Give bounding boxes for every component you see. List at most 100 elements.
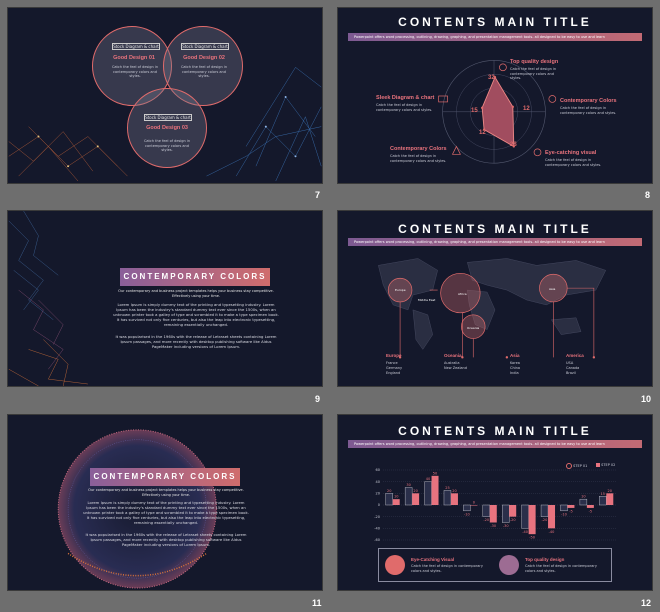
- slide-11-paragraph-2: It was popularised in the 1960s with the…: [85, 532, 247, 547]
- slide-7[interactable]: Stock Diagram & chart Good Design 01 Cat…: [7, 7, 323, 184]
- wave-network-background: [8, 211, 88, 386]
- region-oceania-item-1: Australia: [444, 361, 460, 365]
- region-europe-item-3: England: [386, 371, 401, 375]
- legend-step-02: STEP 02: [596, 463, 615, 468]
- slide-12-bar: Powerpoint offers word processing, outli…: [348, 440, 642, 448]
- y-tick-label: -60: [374, 538, 380, 542]
- flask-icon: [499, 555, 519, 575]
- region-america-item-1: USA: [566, 361, 574, 365]
- bar-label: -10: [464, 512, 470, 516]
- region-oceania-item-2: New Zealand: [444, 366, 467, 370]
- bar-2-6: [489, 505, 497, 523]
- bar-label: 25: [445, 486, 449, 490]
- slide-10[interactable]: CONTENTS MAIN TITLE Powerpoint offers wo…: [337, 210, 653, 387]
- bar-1-12: [599, 496, 607, 506]
- slide-12-title: CONTENTS MAIN TITLE: [398, 424, 592, 438]
- bar-1-1: [385, 493, 393, 506]
- radar-label-eye-catching-text: Catch the feel of design in contemporary…: [545, 158, 602, 167]
- y-tick-label: 40: [376, 480, 380, 484]
- region-oceania: Oceania: [444, 353, 462, 358]
- bar-label: 20: [452, 489, 456, 493]
- slide-9-paragraph-1: Lorem Ipsum is simply dummy text of the …: [113, 302, 279, 327]
- bar-1-5: [463, 504, 471, 512]
- circle-1-text: Catch the feel of design in contemporary…: [111, 65, 159, 78]
- slide-11-paragraph-1: Lorem Ipsum is simply dummy text of the …: [83, 500, 249, 525]
- radar-label-sleek-text: Catch the feel of design in contemporary…: [376, 103, 433, 112]
- bar-2-12: [606, 493, 614, 505]
- slide-8[interactable]: CONTENTS MAIN TITLE Powerpoint offers wo…: [337, 7, 653, 184]
- slide-number-10: 10: [641, 394, 652, 404]
- map-label-europe: Europe: [395, 288, 406, 292]
- bar-label: -5: [569, 509, 573, 513]
- circle-3-title: Good Design 03: [146, 125, 188, 131]
- bar-label: -20: [510, 518, 516, 522]
- slide-number-7: 7: [315, 190, 321, 200]
- region-europe: Europe: [386, 353, 402, 358]
- map-label-africa: Africa: [458, 292, 467, 296]
- bar-2-8: [528, 505, 536, 535]
- bar-1-8: [521, 504, 529, 529]
- slide-number-11: 11: [312, 598, 322, 608]
- bar-2-7: [509, 505, 517, 517]
- radar-label-contemporary-1: Contemporary Colors: [560, 98, 617, 104]
- region-america-item-2: Canada: [566, 366, 580, 370]
- card-eye-catching-title: Eye-Catching Visual: [411, 557, 455, 562]
- region-america: America: [566, 353, 584, 358]
- bar-label: -50: [529, 536, 535, 540]
- bar-label: -40: [549, 530, 555, 534]
- bar-label: 40: [426, 477, 430, 481]
- radar-value-4: 12: [479, 130, 486, 136]
- bar-label: 10: [394, 495, 398, 499]
- target-icon: [385, 555, 405, 575]
- circle-1-tag: Stock Diagram & chart: [112, 43, 160, 50]
- radar-label-contemporary-1-text: Catch the feel of design in contemporary…: [560, 106, 617, 115]
- slide-number-9: 9: [315, 394, 321, 404]
- bar-1-2: [404, 487, 413, 506]
- map-label-asia: Asia: [549, 287, 556, 291]
- circle-1-title: Good Design 01: [113, 55, 155, 61]
- bar-1-10: [560, 504, 568, 512]
- cards-container: [378, 548, 612, 582]
- bar-1-6: [482, 504, 490, 517]
- region-asia-item-3: India: [510, 371, 519, 375]
- circle-2-text: Catch the feel of design in contemporary…: [180, 65, 228, 78]
- bar-1-3: [424, 481, 432, 506]
- circle-3-tag: Stock Diagram & chart: [144, 114, 192, 121]
- slide-9-paragraph-2: It was popularised in the 1960s with the…: [115, 334, 277, 349]
- card-top-quality-title: Top quality design: [525, 557, 565, 562]
- radar-value-2: 12: [523, 106, 530, 112]
- bar-2-4: [450, 493, 458, 505]
- bar-label: -20: [483, 518, 489, 522]
- radar-label-contemporary-2: Contemporary Colors: [390, 146, 447, 152]
- bar-label: 20: [413, 489, 417, 493]
- slide-11[interactable]: CONTEMPORARY COLORS Our contemporary and…: [7, 414, 323, 591]
- circle-2-tag: Stock Diagram & chart: [181, 43, 229, 50]
- radar-label-top-quality: Top quality design: [510, 59, 559, 65]
- bar-2-5: [470, 505, 478, 506]
- bar-label: 20: [387, 489, 391, 493]
- bar-label: 15: [601, 492, 605, 496]
- slide-10-bar: Powerpoint offers word processing, outli…: [348, 238, 642, 246]
- slide-number-12: 12: [641, 598, 652, 608]
- slide-12[interactable]: CONTENTS MAIN TITLE Powerpoint offers wo…: [337, 414, 653, 591]
- y-tick-label: 60: [376, 468, 380, 472]
- bar-label: 10: [581, 495, 585, 499]
- map-label-oceania: Oceania: [467, 326, 480, 330]
- bar-label: -10: [561, 512, 567, 516]
- bar-1-9: [540, 504, 549, 517]
- radar-chart: [438, 60, 557, 164]
- slide-8-bar: Powerpoint offers word processing, outli…: [348, 33, 642, 41]
- radar-label-sleek: Sleek Diagram & chart: [376, 95, 435, 101]
- bar-label: 50: [433, 471, 437, 475]
- legend-step-02-label: STEP 02: [601, 463, 616, 467]
- bar-chart: 6040200-20-40-6020304025-10-20-30-40-20-…: [374, 468, 616, 542]
- bar-2-2: [412, 493, 420, 505]
- slide-11-title: CONTEMPORARY COLORS: [90, 468, 240, 486]
- bar-label: -40: [522, 530, 528, 534]
- bar-2-10: [567, 505, 575, 508]
- slide-10-title: CONTENTS MAIN TITLE: [398, 222, 592, 236]
- bar-2-1: [392, 499, 400, 505]
- legend-step-01-label: STEP 01: [573, 464, 588, 468]
- radar-value-3: 28: [510, 142, 517, 148]
- slide-9[interactable]: CONTEMPORARY COLORS Our contemporary and…: [7, 210, 323, 387]
